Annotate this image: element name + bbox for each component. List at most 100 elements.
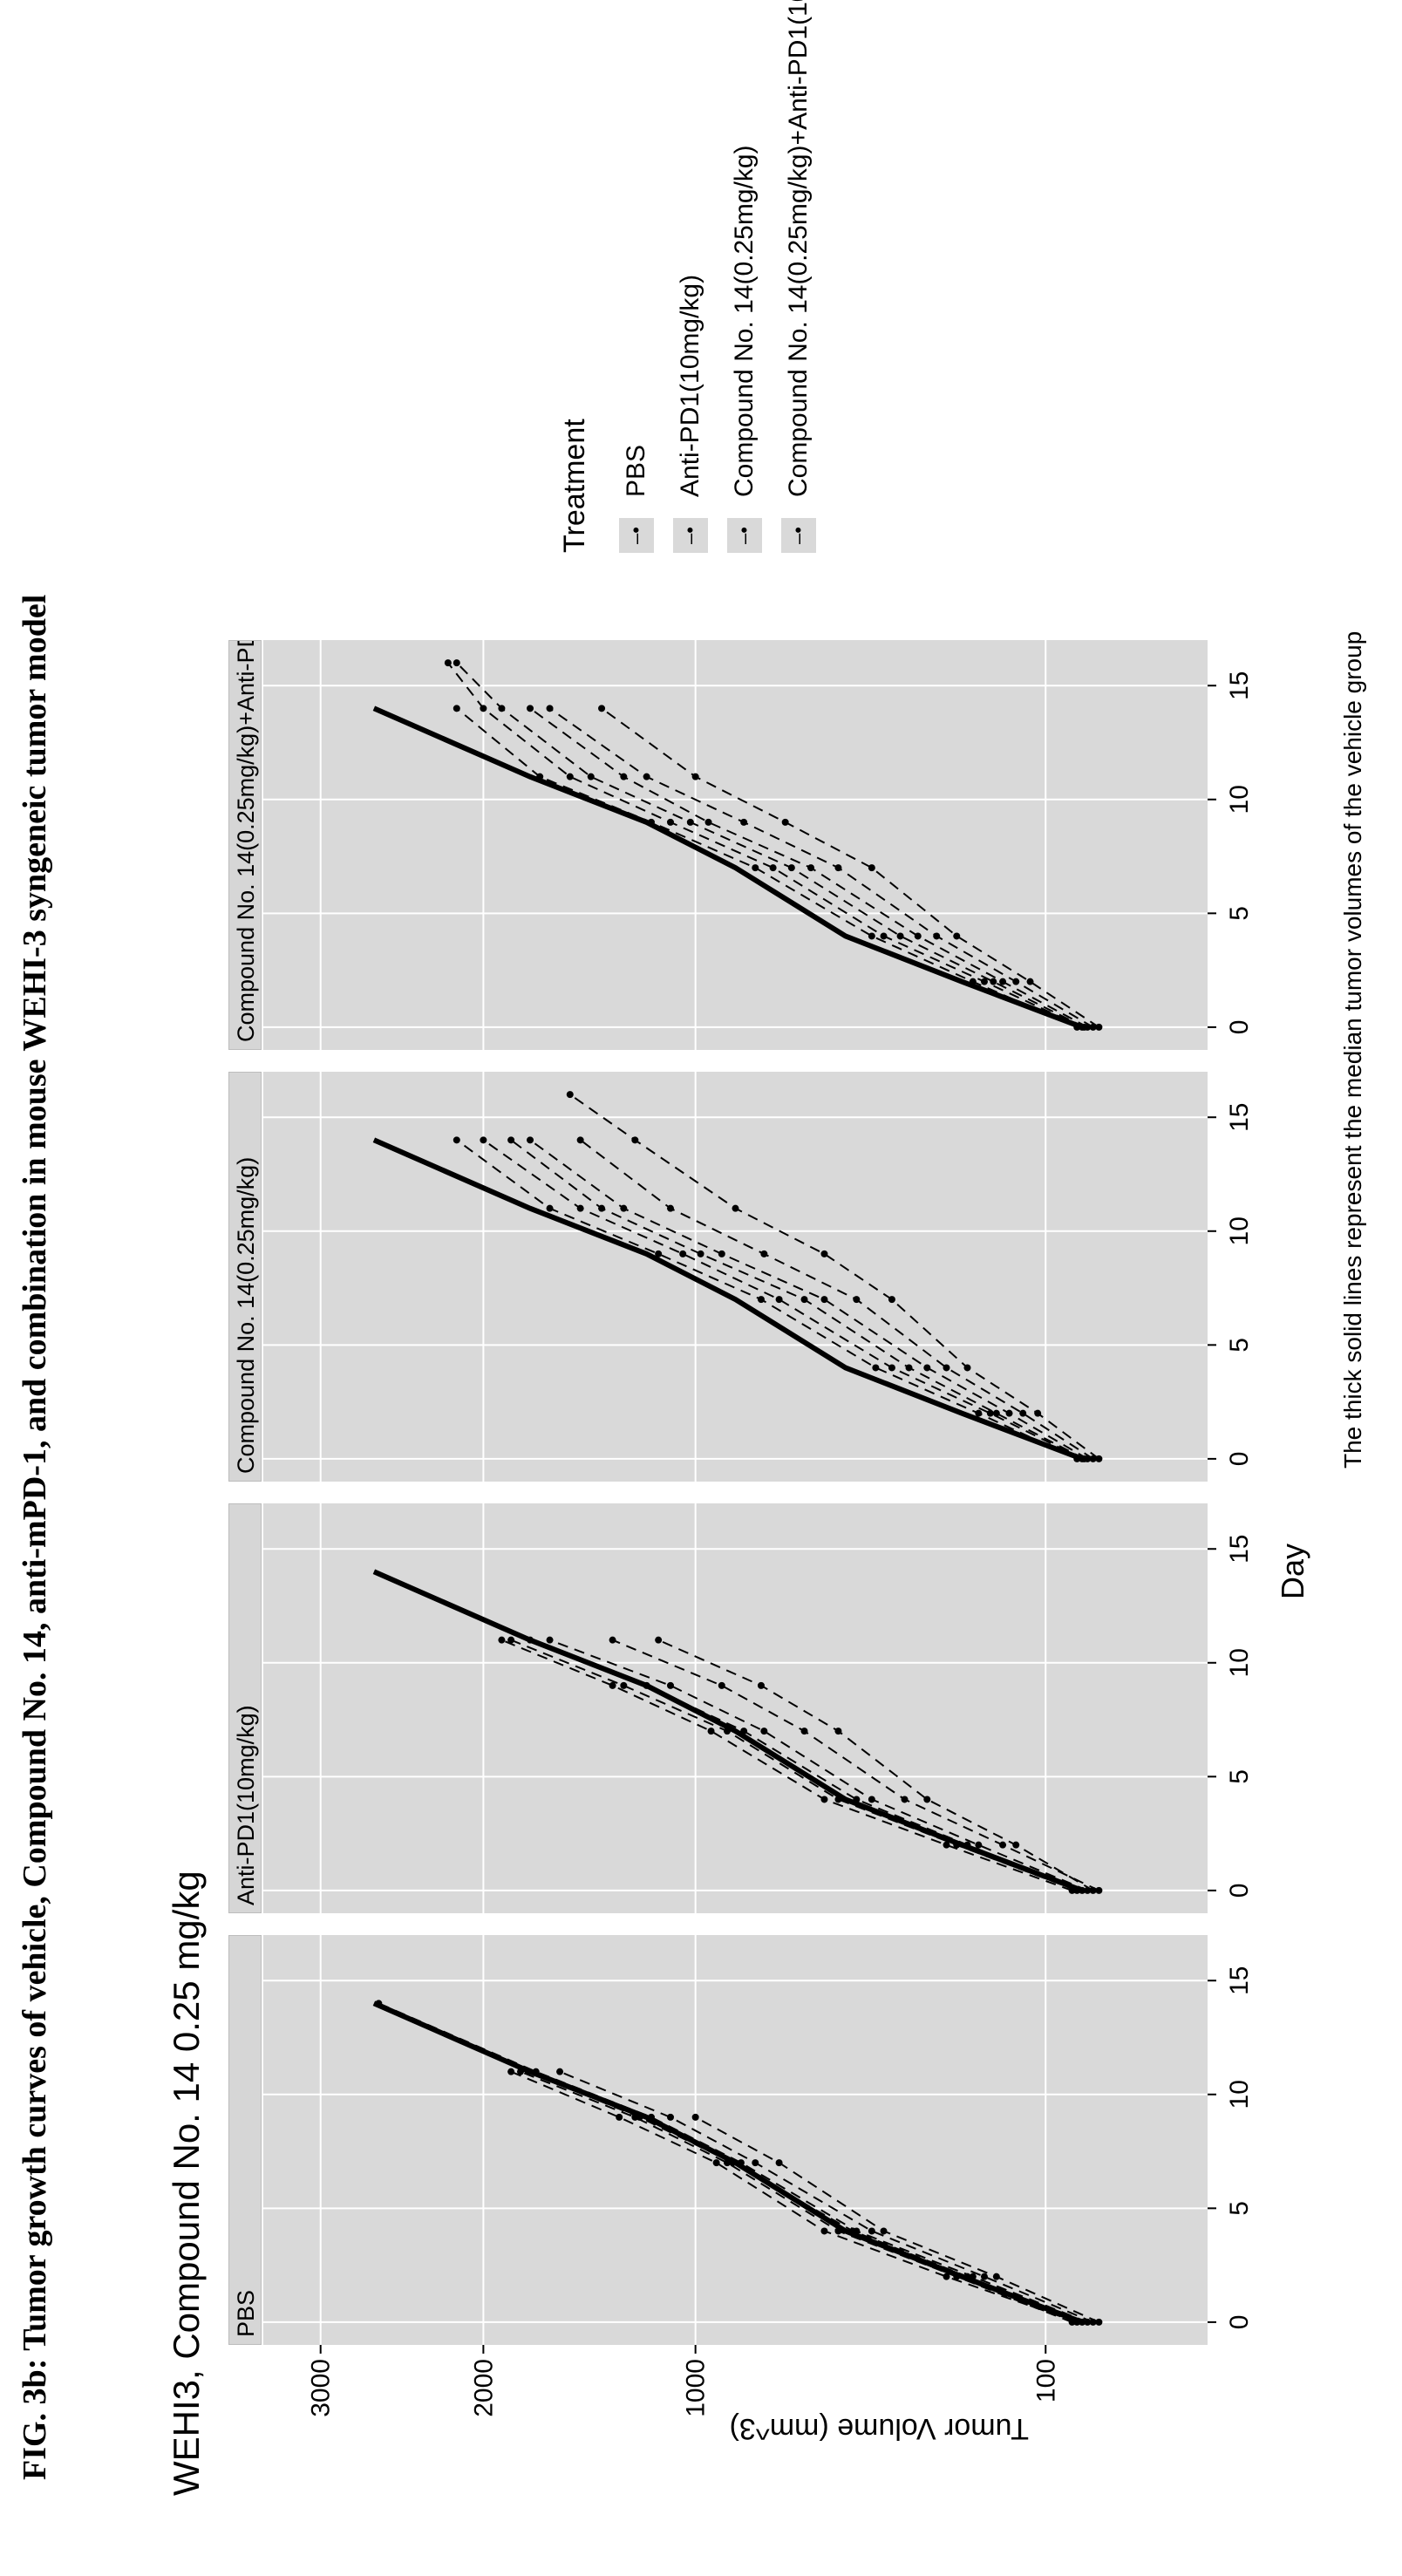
x-tick-label: 5 xyxy=(1225,1338,1254,1353)
data-point xyxy=(546,1636,554,1644)
data-point xyxy=(868,932,875,940)
data-point xyxy=(546,1204,554,1212)
panel-strip-label: Anti-PD1(10mg/kg) xyxy=(228,1503,262,1913)
legend-key-icon: –• xyxy=(673,518,708,553)
data-point xyxy=(498,1636,506,1644)
series-line xyxy=(510,2070,1078,2323)
data-point xyxy=(666,818,674,826)
data-point xyxy=(980,2273,988,2280)
series-line xyxy=(612,1639,1099,1891)
data-point xyxy=(697,1250,704,1257)
panel-background xyxy=(263,1072,1208,1482)
data-point xyxy=(556,2068,564,2075)
series-line xyxy=(657,1639,1094,1891)
panel-strip-label: Compound No. 14(0.25mg/kg) xyxy=(228,1072,262,1482)
panel-background xyxy=(263,640,1208,1050)
data-point xyxy=(880,932,888,940)
data-point xyxy=(820,1796,828,1803)
data-point xyxy=(834,1728,842,1735)
data-point xyxy=(980,978,988,985)
data-point xyxy=(587,773,595,780)
series-line xyxy=(456,662,1085,1028)
data-point xyxy=(1089,1455,1097,1462)
series-line xyxy=(520,2070,1072,2323)
data-point xyxy=(655,1636,663,1644)
x-tick-label: 10 xyxy=(1225,2080,1254,2109)
data-point xyxy=(933,932,941,940)
data-point xyxy=(666,2113,674,2121)
data-point xyxy=(527,1136,534,1144)
data-point xyxy=(820,1250,828,1257)
data-point xyxy=(620,773,628,780)
data-point xyxy=(1005,1409,1013,1417)
x-tick-label: 5 xyxy=(1225,1769,1254,1784)
data-point xyxy=(691,773,699,780)
data-point xyxy=(943,1841,950,1849)
data-point xyxy=(943,1364,950,1372)
x-tick-label: 15 xyxy=(1225,1103,1254,1132)
x-axis-label: Day xyxy=(1275,1543,1310,1599)
data-point xyxy=(853,1296,861,1304)
series-line xyxy=(447,662,1083,1028)
data-point xyxy=(820,2227,828,2235)
data-point xyxy=(781,818,789,826)
data-point xyxy=(820,1296,828,1304)
data-point xyxy=(718,1681,725,1689)
data-point xyxy=(1089,1886,1097,1894)
data-point xyxy=(679,1250,687,1257)
data-point xyxy=(963,1364,971,1372)
data-point xyxy=(620,1681,628,1689)
data-point xyxy=(576,1136,584,1144)
data-point xyxy=(868,864,875,872)
data-point xyxy=(576,1204,584,1212)
data-point xyxy=(1026,978,1034,985)
data-point xyxy=(453,659,460,667)
data-point xyxy=(643,773,650,780)
data-point xyxy=(880,2227,888,2235)
data-point xyxy=(704,818,712,826)
median-vehicle-line xyxy=(372,1137,1084,1462)
data-point xyxy=(498,705,506,712)
data-point xyxy=(609,1681,616,1689)
data-point xyxy=(775,2159,783,2167)
data-point xyxy=(1089,1023,1097,1031)
data-point xyxy=(480,705,487,712)
data-point xyxy=(718,1250,725,1257)
legend-label: Compound No. 14(0.25mg/kg) xyxy=(730,145,759,497)
series-line xyxy=(501,1639,1072,1891)
data-point xyxy=(453,1136,460,1144)
data-point xyxy=(732,1204,739,1212)
data-point xyxy=(986,1409,994,1417)
data-point xyxy=(444,659,452,667)
data-point xyxy=(691,2113,699,2121)
data-point xyxy=(800,1296,808,1304)
data-point xyxy=(975,1841,983,1849)
data-point xyxy=(620,1204,628,1212)
median-vehicle-line xyxy=(372,2000,1084,2325)
data-point xyxy=(1095,1023,1103,1031)
data-point xyxy=(769,864,777,872)
legend-item-anti-pd1: –• Anti-PD1(10mg/kg) xyxy=(664,0,718,553)
y-tick-label: 3000 xyxy=(307,2359,336,2417)
series-line xyxy=(569,1094,1099,1460)
series-line xyxy=(559,2070,1094,2323)
data-point xyxy=(760,1250,768,1257)
data-point xyxy=(666,1681,674,1689)
data-point xyxy=(1095,1455,1103,1462)
data-point xyxy=(775,1296,783,1304)
data-point xyxy=(923,1796,931,1803)
data-point xyxy=(760,1728,768,1735)
data-point xyxy=(905,1364,913,1372)
data-point xyxy=(953,932,961,940)
data-point xyxy=(807,864,815,872)
x-tick-label: 0 xyxy=(1225,2315,1254,2330)
data-point xyxy=(888,1296,895,1304)
data-point xyxy=(999,978,1007,985)
data-point xyxy=(943,2273,950,2280)
data-point xyxy=(901,1796,909,1803)
data-point xyxy=(914,932,922,940)
data-point xyxy=(616,2113,623,2121)
